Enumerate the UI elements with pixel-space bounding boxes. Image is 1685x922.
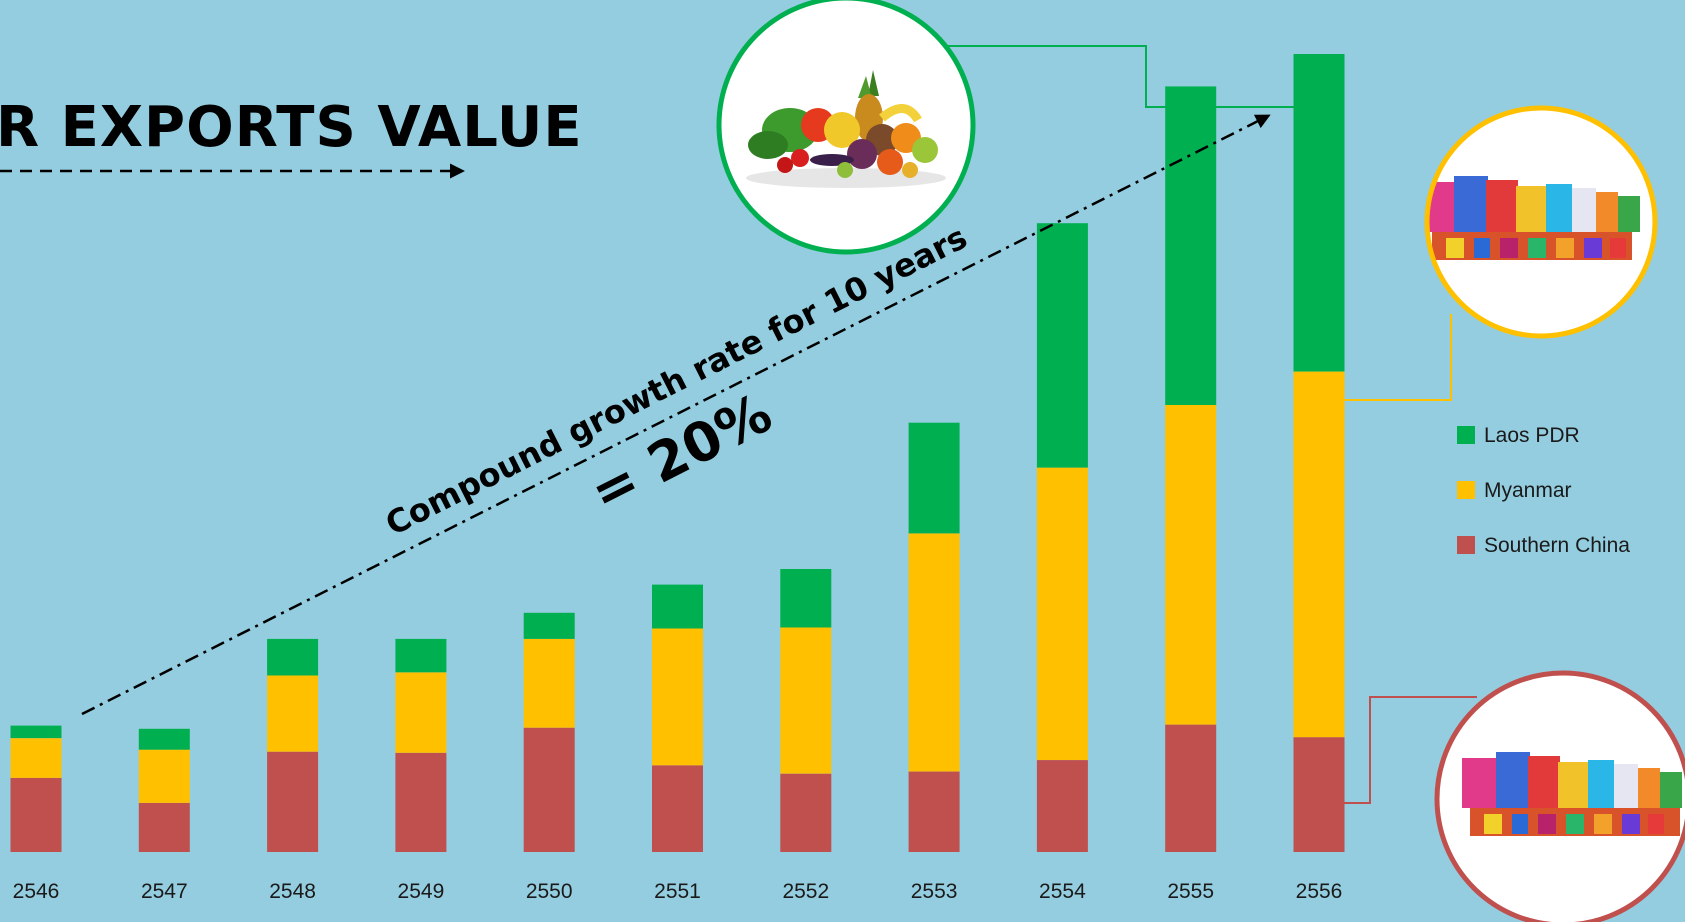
x-tick-label: 2549	[398, 880, 445, 903]
bar-laos-2555	[1165, 86, 1216, 405]
bar-china-2550	[524, 728, 575, 852]
x-tick-label: 2546	[13, 880, 60, 903]
x-tick-label: 2553	[911, 880, 958, 903]
legend-label-laos: Laos PDR	[1484, 424, 1580, 447]
x-tick-label: 2548	[269, 880, 316, 903]
legend-label-myanmar: Myanmar	[1484, 479, 1572, 502]
fruits-vegetables-icon	[719, 0, 973, 252]
bar-laos-2551	[652, 585, 703, 629]
bar-laos-2552	[780, 569, 831, 628]
bar-laos-2556	[1294, 54, 1345, 372]
bar-myanmar-2555	[1165, 405, 1216, 725]
bar-myanmar-2551	[652, 629, 703, 766]
legend-label-china: Southern China	[1484, 534, 1630, 557]
bar-china-2546	[11, 778, 62, 852]
bar-laos-2546	[11, 726, 62, 739]
bar-china-2551	[652, 765, 703, 852]
legend-swatch-myanmar	[1457, 481, 1475, 499]
packaged-goods-icon	[1437, 673, 1685, 922]
bar-myanmar-2549	[395, 672, 446, 752]
bar-myanmar-2546	[11, 738, 62, 778]
bar-myanmar-2556	[1294, 372, 1345, 738]
bar-china-2555	[1165, 725, 1216, 852]
x-tick-label: 2551	[654, 880, 701, 903]
x-tick-label: 2554	[1039, 880, 1086, 903]
x-tick-label: 2555	[1167, 880, 1214, 903]
bar-china-2547	[139, 803, 190, 852]
bar-china-2553	[909, 772, 960, 852]
bar-laos-2553	[909, 423, 960, 534]
bar-china-2556	[1294, 737, 1345, 852]
bar-myanmar-2547	[139, 750, 190, 803]
bar-china-2552	[780, 774, 831, 852]
bar-china-2548	[267, 752, 318, 852]
bar-myanmar-2553	[909, 533, 960, 771]
x-tick-label: 2550	[526, 880, 573, 903]
bar-laos-2547	[139, 729, 190, 750]
bar-laos-2554	[1037, 223, 1088, 467]
bar-myanmar-2548	[267, 676, 318, 752]
legend-swatch-laos	[1457, 426, 1475, 444]
x-tick-label: 2547	[141, 880, 188, 903]
bar-laos-2550	[524, 613, 575, 639]
bar-myanmar-2550	[524, 639, 575, 728]
bar-laos-2549	[395, 639, 446, 672]
bar-myanmar-2554	[1037, 468, 1088, 760]
legend-swatch-china	[1457, 536, 1475, 554]
x-tick-label: 2552	[782, 880, 829, 903]
bar-myanmar-2552	[780, 627, 831, 773]
bar-china-2549	[395, 753, 446, 852]
bar-laos-2548	[267, 639, 318, 676]
x-tick-label: 2556	[1296, 880, 1343, 903]
bar-china-2554	[1037, 760, 1088, 852]
chart-title: R EXPORTS VALUE	[0, 95, 583, 160]
